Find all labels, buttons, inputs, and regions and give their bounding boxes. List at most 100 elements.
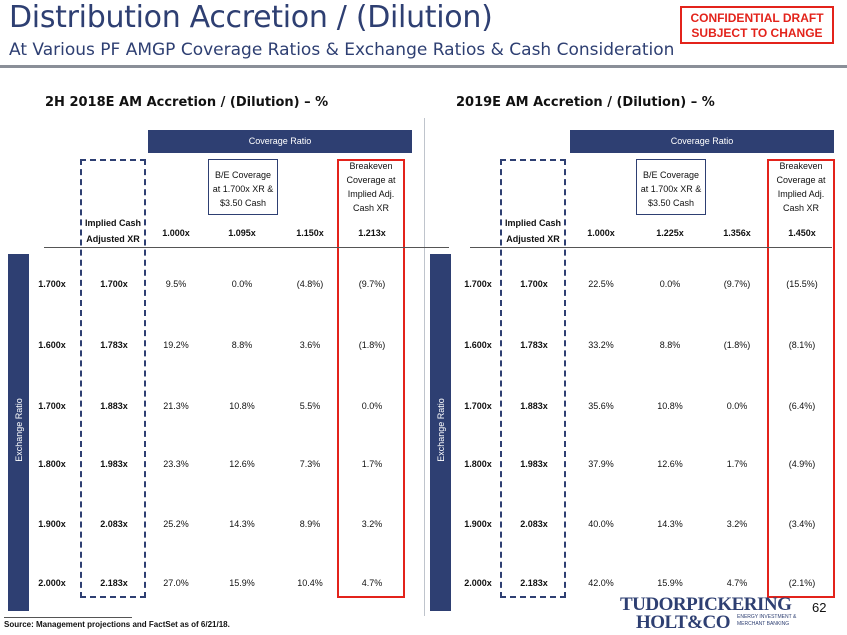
exchange-ratio-cell: 1.800x [38,459,66,469]
implied-xr-dashed-box [500,159,566,598]
confidential-line-2: SUBJECT TO CHANGE [691,26,823,40]
implied-xr-cell: 1.783x [100,340,128,350]
exchange-ratio-label: Exchange Ratio [436,398,446,462]
be-coverage-note-line: at 1.700x XR & [640,184,702,194]
be-coverage-note-line: $3.50 Cash [647,198,695,208]
exchange-ratio-cell: 1.600x [38,340,66,350]
exchange-ratio-cell: 1.800x [464,459,492,469]
accretion-value-cell: 10.8% [229,401,255,411]
breakeven-note-line: Implied Adj. [347,189,395,199]
be-coverage-note-line: B/E Coverage [214,170,272,180]
confidential-line-1: CONFIDENTIAL DRAFT [690,11,824,25]
header-underline [470,247,832,248]
accretion-value-cell: (4.9%) [788,459,816,469]
logo-line-1: TUDORPICKERING [620,594,792,615]
coverage-column-header: 1.150x [296,228,324,238]
exchange-ratio-cell: 1.700x [464,401,492,411]
exchange-ratio-cell: 1.600x [464,340,492,350]
accretion-value-cell: 8.9% [299,519,321,529]
accretion-value-cell: 25.2% [163,519,189,529]
accretion-value-cell: 1.7% [361,459,383,469]
accretion-value-cell: 0.0% [726,401,748,411]
accretion-value-cell: 35.6% [588,401,614,411]
section-title: 2019E AM Accretion / (Dilution) – % [456,95,715,110]
logo-line-2: HOLT&CO [636,612,731,633]
breakeven-note-line: Breakeven [349,161,393,171]
page-subtitle: At Various PF AMGP Coverage Ratios & Exc… [9,40,675,60]
accretion-value-cell: 7.3% [299,459,321,469]
breakeven-note-line: Breakeven [779,161,823,171]
exchange-ratio-cell: 1.900x [38,519,66,529]
implied-xr-cell: 2.183x [100,578,128,588]
accretion-value-cell: 12.6% [657,459,683,469]
breakeven-box [337,159,405,598]
accretion-value-cell: 33.2% [588,340,614,350]
header-underline [44,247,449,248]
exchange-ratio-bar [430,254,451,611]
breakeven-note-line: Cash XR [782,203,819,213]
breakeven-note-line: Implied Adj. [777,189,825,199]
implied-xr-cell: 1.983x [100,459,128,469]
confidential-stamp: CONFIDENTIAL DRAFT SUBJECT TO CHANGE [680,6,834,44]
implied-cash-label: Implied Cash [504,218,561,228]
accretion-value-cell: (8.1%) [788,340,816,350]
accretion-value-cell: 9.5% [165,279,187,289]
breakeven-note-line: Coverage at [776,175,826,185]
coverage-ratio-header: Coverage Ratio [148,130,412,153]
section-title: 2H 2018E AM Accretion / (Dilution) – % [45,95,329,110]
accretion-value-cell: 21.3% [163,401,189,411]
accretion-value-cell: 40.0% [588,519,614,529]
exchange-ratio-cell: 2.000x [38,578,66,588]
implied-xr-cell: 1.883x [100,401,128,411]
logo-tagline-1: ENERGY INVESTMENT & [737,614,797,620]
exchange-ratio-bar [8,254,29,611]
be-coverage-box [636,159,706,215]
coverage-ratio-header: Coverage Ratio [570,130,834,153]
accretion-value-cell: 15.9% [229,578,255,588]
accretion-value-cell: 22.5% [588,279,614,289]
implied-xr-cell: 1.783x [520,340,548,350]
panel-divider [424,118,425,616]
accretion-value-cell: 0.0% [361,401,383,411]
be-coverage-note-line: $3.50 Cash [219,198,267,208]
be-coverage-note-line: B/E Coverage [642,170,700,180]
coverage-column-header: 1.000x [587,228,615,238]
implied-xr-cell: 1.700x [520,279,548,289]
exchange-ratio-label: Exchange Ratio [14,398,24,462]
coverage-column-header: 1.225x [656,228,684,238]
breakeven-note-line: Coverage at [346,175,396,185]
implied-xr-cell: 1.883x [520,401,548,411]
page-number: 62 [812,600,827,615]
implied-xr-cell: 1.983x [520,459,548,469]
breakeven-box [767,159,835,598]
accretion-value-cell: 14.3% [657,519,683,529]
exchange-ratio-cell: 1.700x [464,279,492,289]
coverage-column-header: 1.000x [162,228,190,238]
source-note: Source: Management projections and FactS… [4,620,230,629]
title-rule [0,65,847,68]
accretion-value-cell: 37.9% [588,459,614,469]
accretion-value-cell: 4.7% [361,578,383,588]
coverage-column-header: 1.095x [228,228,256,238]
coverage-column-header: 1.213x [358,228,386,238]
coverage-column-header: 1.356x [723,228,751,238]
implied-xr-cell: 2.183x [520,578,548,588]
accretion-value-cell: 3.6% [299,340,321,350]
be-coverage-box [208,159,278,215]
adjusted-xr-label: Adjusted XR [506,234,560,244]
accretion-value-cell: (9.7%) [358,279,386,289]
accretion-value-cell: 8.8% [659,340,681,350]
accretion-value-cell: 1.7% [726,459,748,469]
coverage-column-header: 1.450x [788,228,816,238]
accretion-value-cell: 10.8% [657,401,683,411]
accretion-value-cell: 19.2% [163,340,189,350]
accretion-value-cell: 10.4% [297,578,323,588]
accretion-value-cell: (1.8%) [723,340,751,350]
exchange-ratio-cell: 1.700x [38,279,66,289]
accretion-value-cell: 4.7% [726,578,748,588]
implied-xr-cell: 1.700x [100,279,128,289]
accretion-value-cell: 0.0% [231,279,253,289]
accretion-value-cell: 12.6% [229,459,255,469]
accretion-value-cell: 42.0% [588,578,614,588]
accretion-value-cell: 23.3% [163,459,189,469]
